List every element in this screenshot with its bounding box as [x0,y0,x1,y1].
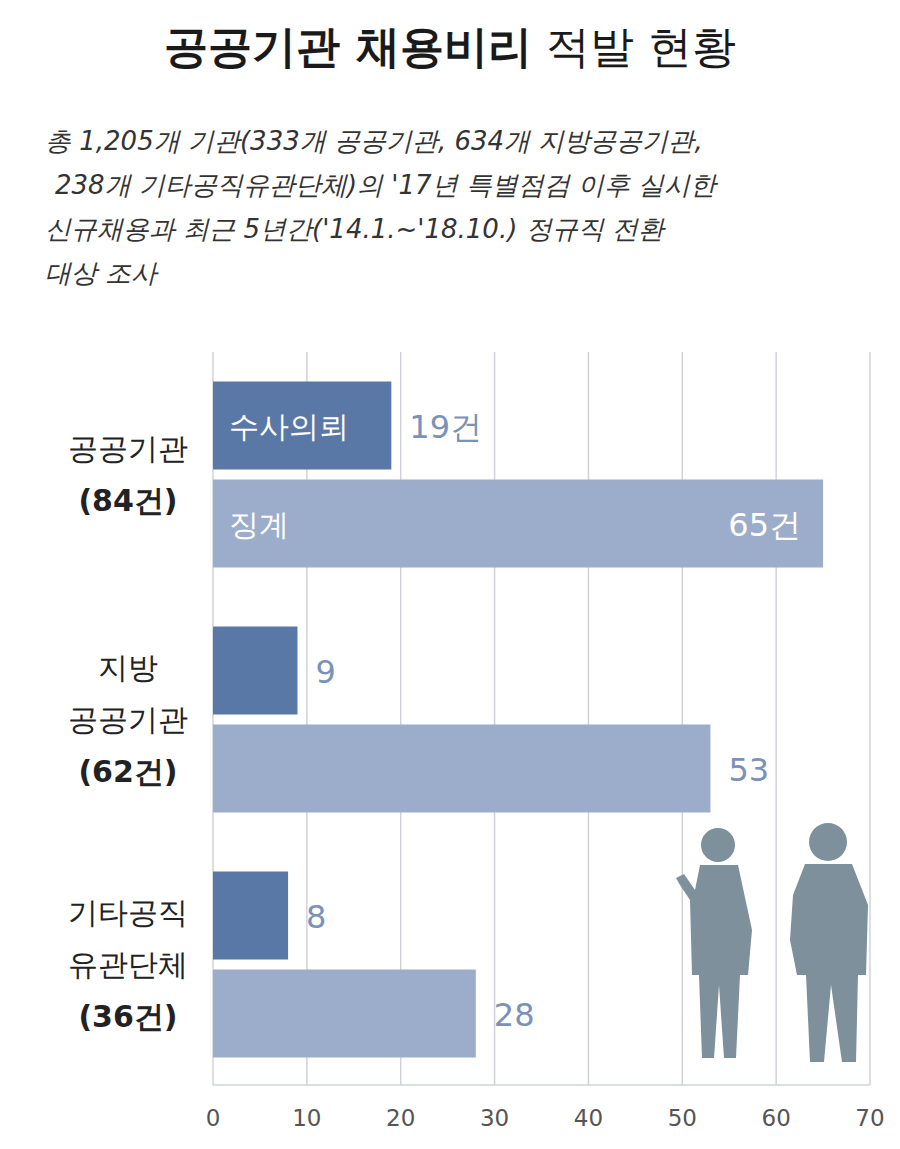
decoration [676,823,868,1062]
chart-svg: 공공기관 채용비리 적발 현황총 1,205개 기관(333개 공공기관, 63… [0,0,900,1149]
subtitle-line: 총 1,205개 기관(333개 공공기관, 634개 지방공공기관, [45,126,703,156]
data-label: 8 [306,898,326,936]
series-name: 수사의뢰 [229,409,349,444]
data-label: 9 [315,653,335,691]
bars [213,382,823,1058]
tick-label: 10 [292,1105,321,1131]
data-label: 19건 [409,408,482,446]
tick-label: 60 [762,1105,791,1131]
tick-label: 30 [480,1105,509,1131]
title-word: 공공기관 [164,21,340,72]
bar [213,480,823,568]
series-name: 징계 [229,507,289,542]
data-label: 53 [728,751,769,789]
bar [213,382,391,470]
background [0,0,900,1149]
category-line: (36건) [78,999,177,1034]
silhouette-head [701,828,735,862]
chart-root: 공공기관 채용비리 적발 현황총 1,205개 기관(333개 공공기관, 63… [0,0,900,1149]
title-word: 현황 [634,21,736,72]
category-line: 기타공직 [68,895,188,930]
grid-line [869,352,871,1085]
category-line: (62건) [78,754,177,789]
title-word: 채용비리 [340,21,531,72]
category-label: 기타공직유관단체 (36건) [68,895,188,1034]
bar [213,970,476,1058]
subtitle-line: 238개 기타공직유관단체)의 '17년 특별점검 이후 실시한 [55,170,719,200]
category-line: (84건) [78,483,177,518]
bar [213,872,288,960]
axis-line [213,1084,870,1086]
grid-line [494,352,496,1085]
silhouette-body [676,865,752,1058]
category-label: 공공기관 (84건) [68,431,188,518]
bar [213,627,297,715]
tick-label: 70 [855,1105,884,1131]
title: 공공기관 채용비리 적발 현황 [164,21,735,72]
tick-label: 20 [386,1105,415,1131]
data-label: 65건 [728,506,801,544]
silhouette-head [809,823,847,861]
category-label: 지방공공기관 (62건) [68,650,188,789]
category-line: 공공기관 [68,702,188,737]
silhouette-body [790,864,868,1062]
subtitle-line: 대상 조사 [45,258,159,288]
tick-label: 0 [206,1105,221,1131]
grid-line [588,352,590,1085]
category-line: 유관단체 [68,947,188,982]
grid-line [682,352,684,1085]
bar [213,725,710,813]
tick-label: 40 [574,1105,603,1131]
data-label: 28 [494,996,535,1034]
category-line: 공공기관 [68,431,188,466]
category-line: 지방 [98,650,158,685]
title-word: 적발 [532,21,634,72]
subtitle-line: 신규채용과 최근 5년간('14.1.~'18.10.) 정규직 전환 [45,214,666,244]
tick-label: 50 [668,1105,697,1131]
grid-line [775,352,777,1085]
